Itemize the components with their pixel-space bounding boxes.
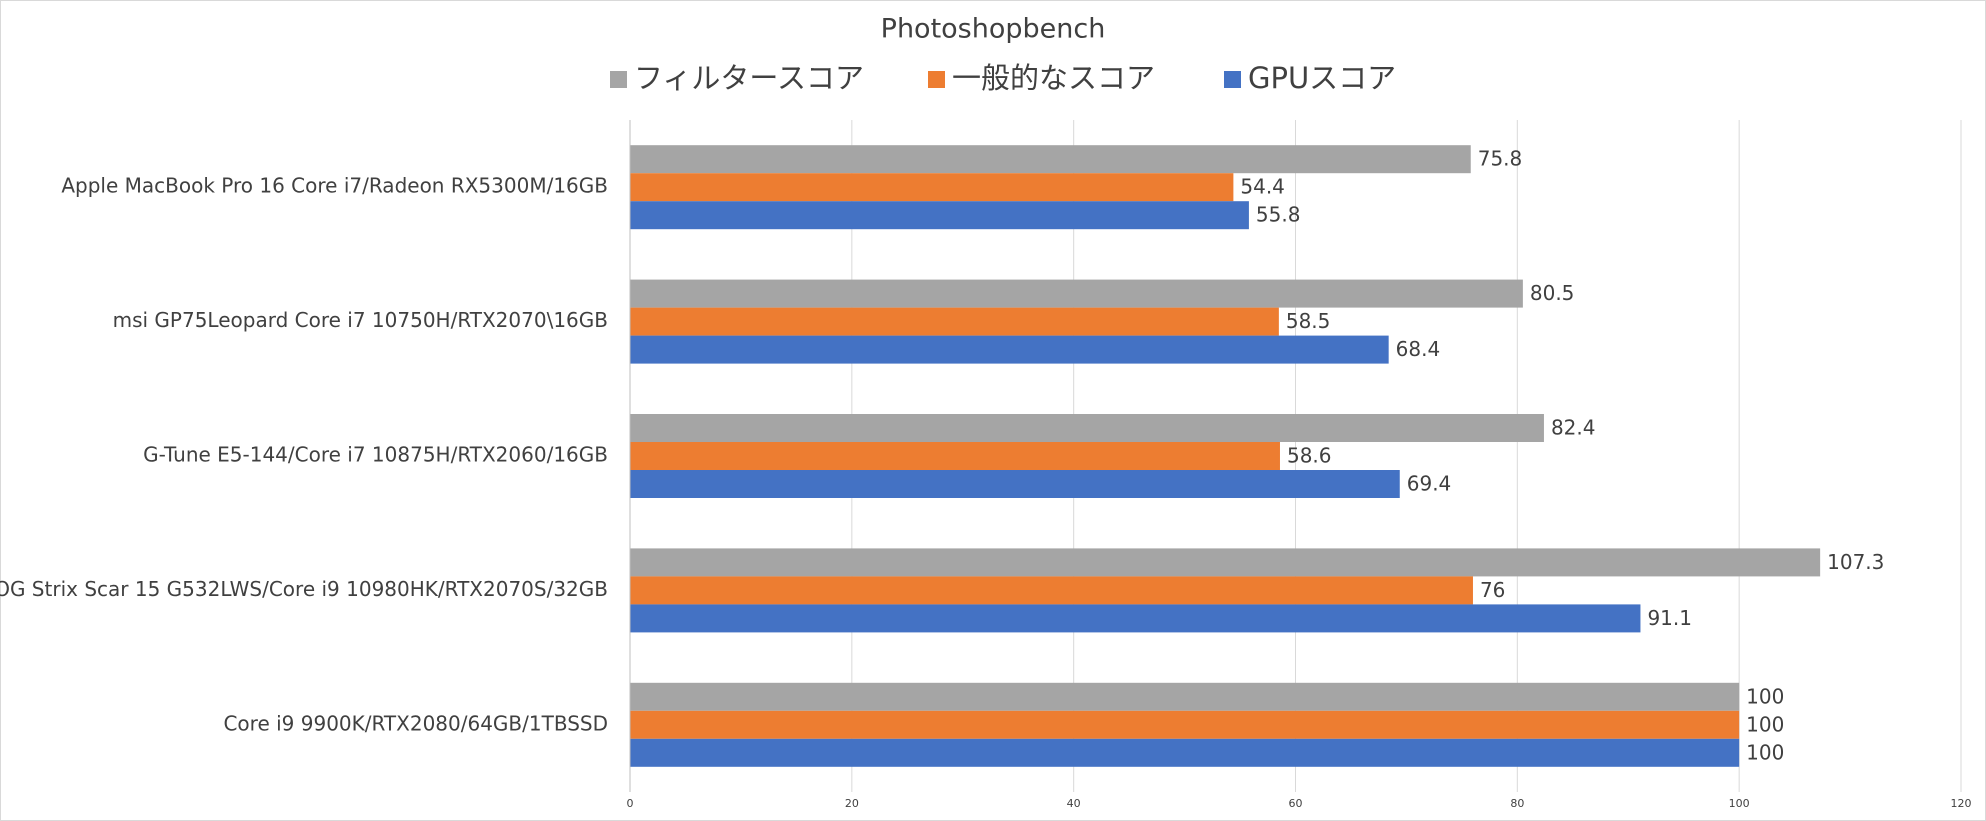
x-tick-label: 100 bbox=[1729, 797, 1750, 810]
legend-swatch bbox=[1224, 71, 1241, 88]
data-label: 58.5 bbox=[1286, 309, 1331, 333]
x-tick-label: 40 bbox=[1067, 797, 1081, 810]
data-label: 100 bbox=[1746, 712, 1784, 736]
legend-label: 一般的なスコア bbox=[952, 61, 1155, 95]
legend-label: フィルタースコア bbox=[634, 61, 864, 95]
legend-swatch bbox=[610, 71, 627, 88]
data-label: 54.4 bbox=[1240, 175, 1285, 199]
bar bbox=[630, 682, 1740, 711]
y-tick-label: Apple MacBook Pro 16 Core i7/Radeon RX53… bbox=[61, 174, 608, 198]
bar bbox=[630, 307, 1279, 336]
data-label: 75.8 bbox=[1478, 147, 1523, 171]
legend-label: GPUスコア bbox=[1248, 61, 1396, 95]
legend-swatch bbox=[928, 71, 945, 88]
data-label: 68.4 bbox=[1396, 337, 1441, 361]
y-tick-label: Core i9 9900K/RTX2080/64GB/1TBSSD bbox=[223, 711, 608, 735]
y-tick-label: G-Tune E5-144/Core i7 10875H/RTX2060/16G… bbox=[143, 443, 608, 467]
bar bbox=[630, 173, 1234, 202]
bar bbox=[630, 201, 1249, 230]
bar bbox=[630, 576, 1473, 605]
chart-title: Photoshopbench bbox=[881, 14, 1106, 45]
y-tick-label: msi GP75Leopard Core i7 10750H/RTX2070\1… bbox=[113, 308, 608, 332]
x-tick-label: 60 bbox=[1289, 797, 1303, 810]
data-label: 82.4 bbox=[1551, 416, 1596, 440]
bar bbox=[630, 604, 1641, 633]
data-label: 91.1 bbox=[1647, 606, 1692, 630]
data-label: 80.5 bbox=[1530, 281, 1575, 305]
bar bbox=[630, 145, 1471, 174]
data-label: 58.6 bbox=[1287, 444, 1332, 468]
data-label: 69.4 bbox=[1407, 472, 1452, 496]
bar bbox=[630, 548, 1821, 577]
bar bbox=[630, 279, 1523, 308]
x-tick-label: 80 bbox=[1510, 797, 1524, 810]
x-tick-label: 20 bbox=[845, 797, 859, 810]
x-tick-label: 120 bbox=[1951, 797, 1972, 810]
y-tick-label: ROG Strix Scar 15 G532LWS/Core i9 10980H… bbox=[0, 577, 608, 601]
bar bbox=[630, 335, 1389, 364]
bar bbox=[630, 470, 1400, 498]
bar bbox=[630, 414, 1544, 442]
x-tick-label: 0 bbox=[627, 797, 634, 810]
data-label: 55.8 bbox=[1256, 203, 1301, 227]
data-label: 76 bbox=[1480, 578, 1505, 602]
bar bbox=[630, 710, 1740, 739]
data-label: 100 bbox=[1746, 684, 1784, 708]
bar bbox=[630, 442, 1280, 470]
data-label: 100 bbox=[1746, 740, 1784, 764]
data-label: 107.3 bbox=[1827, 550, 1884, 574]
bar bbox=[630, 738, 1740, 767]
